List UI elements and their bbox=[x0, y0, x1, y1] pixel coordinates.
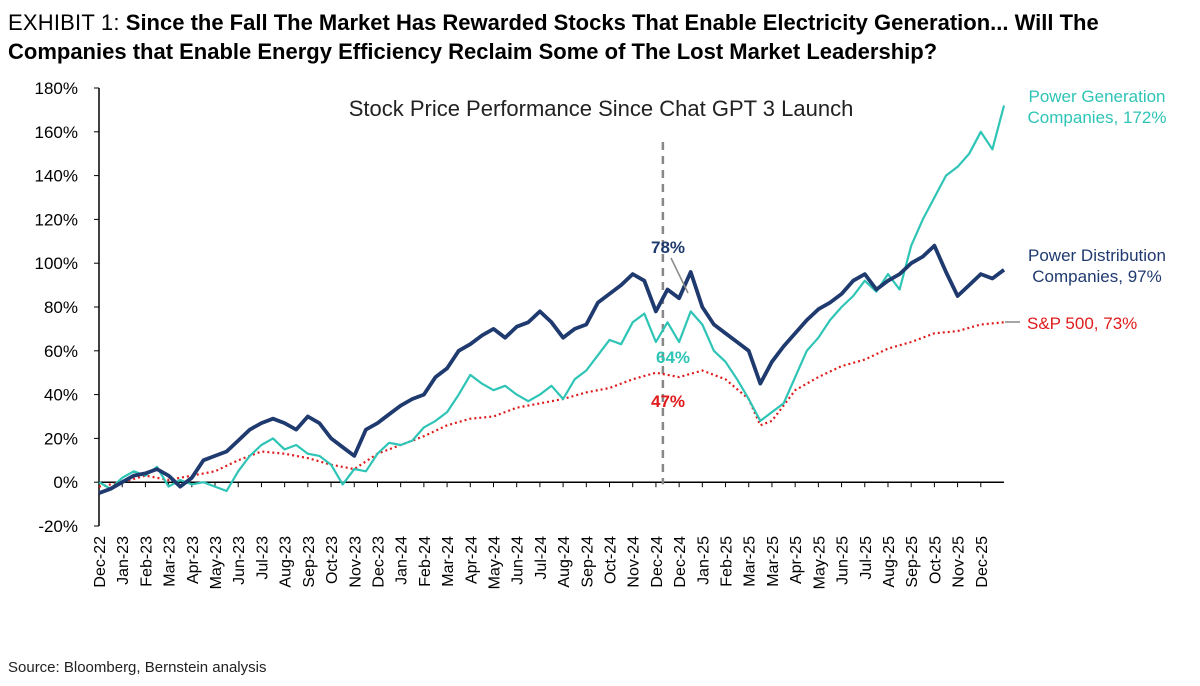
chart-title: Stock Price Performance Since Chat GPT 3… bbox=[349, 96, 854, 121]
y-tick-label: 80% bbox=[44, 298, 78, 317]
x-tick-label: Mar-23 bbox=[162, 536, 179, 587]
x-tick-label: Apr-23 bbox=[185, 536, 202, 584]
y-tick-label: 60% bbox=[44, 342, 78, 361]
x-tick-label: Jul-23 bbox=[254, 536, 271, 580]
series-line-1 bbox=[98, 243, 1006, 495]
y-tick-label: -20% bbox=[38, 517, 78, 536]
x-tick-label: Nov-23 bbox=[347, 536, 364, 588]
x-tick-label: Dec-24 bbox=[672, 536, 689, 588]
x-tick-label: Sep-24 bbox=[579, 536, 596, 588]
x-tick-label: May-25 bbox=[811, 536, 828, 589]
y-tick-label: 100% bbox=[35, 254, 78, 273]
exhibit-header: EXHIBIT 1: Since the Fall The Market Has… bbox=[8, 8, 1196, 66]
exhibit-headline: Since the Fall The Market Has Rewarded S… bbox=[8, 10, 1099, 64]
source-note: Source: Bloomberg, Bernstein analysis bbox=[8, 659, 267, 676]
x-tick-label: Sep-23 bbox=[301, 536, 318, 588]
x-tick-label: Feb-25 bbox=[719, 536, 736, 587]
series-line-0 bbox=[98, 105, 1006, 493]
x-tick-label: May-24 bbox=[486, 536, 503, 589]
annotation-47: 47% bbox=[651, 392, 685, 411]
x-tick-label: Jul-24 bbox=[533, 536, 550, 580]
x-tick-label: Oct-24 bbox=[603, 536, 620, 584]
x-tick-label: Apr-24 bbox=[463, 536, 480, 584]
x-tick-label: Feb-24 bbox=[417, 536, 434, 587]
series-end-label-generation: Power Generation Companies, 172% bbox=[1028, 87, 1167, 127]
x-tick-label: Nov-25 bbox=[951, 536, 968, 588]
x-tick-label: Oct-25 bbox=[927, 536, 944, 584]
x-tick-label: Dec-23 bbox=[370, 536, 387, 588]
x-tick-label: Aug-25 bbox=[881, 536, 898, 588]
annotation-78-leader bbox=[670, 257, 689, 294]
x-tick-label: Dec-22 bbox=[92, 536, 109, 588]
x-tick-label: Feb-23 bbox=[138, 536, 155, 587]
x-tick-label: Jul-25 bbox=[858, 536, 875, 580]
x-tick-label: Jun-25 bbox=[835, 536, 852, 585]
x-tick-label: Jan-23 bbox=[115, 536, 132, 585]
x-tick-label: Mar-25 bbox=[742, 536, 759, 587]
series-end-label-sp500: S&P 500, 73% bbox=[1027, 314, 1137, 333]
x-tick-label: Sep-25 bbox=[904, 536, 921, 588]
series-line-2 bbox=[98, 321, 1005, 488]
x-tick-label: Nov-24 bbox=[626, 536, 643, 588]
y-tick-label: 40% bbox=[44, 386, 78, 405]
y-tick-label: 120% bbox=[35, 210, 78, 229]
y-tick-label: 180% bbox=[35, 79, 78, 98]
x-tick-label: Jan-25 bbox=[695, 536, 712, 585]
x-tick-label: Aug-24 bbox=[556, 536, 573, 588]
y-tick-label: 20% bbox=[44, 429, 78, 448]
x-tick-label: Mar-25 bbox=[765, 536, 782, 587]
x-tick-label: May-23 bbox=[208, 536, 225, 589]
y-tick-label: 140% bbox=[35, 167, 78, 186]
x-tick-label: Oct-23 bbox=[324, 536, 341, 584]
series-end-label-distribution: Power Distribution Companies, 97% bbox=[1028, 246, 1166, 286]
y-tick-label: 0% bbox=[53, 473, 78, 492]
x-tick-label: Jun-23 bbox=[231, 536, 248, 585]
x-tick-label: Jun-24 bbox=[510, 536, 527, 585]
annotation-78: 78% bbox=[651, 238, 685, 257]
annotation-64: 64% bbox=[656, 348, 690, 367]
x-tick-label: Dec-25 bbox=[974, 536, 991, 588]
exhibit-label: EXHIBIT 1: bbox=[8, 10, 120, 35]
x-tick-label: Jan-24 bbox=[394, 536, 411, 585]
x-tick-label: Apr-25 bbox=[788, 536, 805, 584]
x-tick-label: Aug-23 bbox=[278, 536, 295, 588]
x-tick-label: Dec-24 bbox=[649, 536, 666, 588]
x-tick-label: Mar-24 bbox=[440, 536, 457, 587]
y-tick-label: 160% bbox=[35, 123, 78, 142]
